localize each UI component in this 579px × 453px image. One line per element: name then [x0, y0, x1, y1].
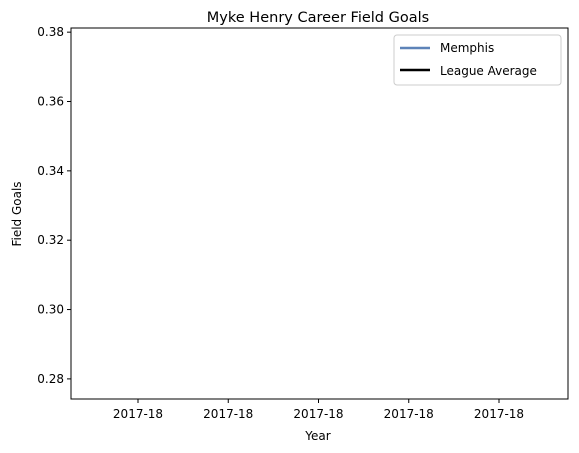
legend: Memphis League Average — [393, 34, 562, 86]
y-tick-label: 0.36 — [37, 95, 64, 109]
x-tick-label: 2017-18 — [384, 407, 434, 421]
y-axis-label: Field Goals — [10, 181, 24, 246]
y-tick-label: 0.30 — [37, 303, 64, 317]
y-axis: 0.28 0.30 0.32 0.34 0.36 0.38 — [37, 25, 71, 386]
legend-box — [393, 34, 562, 86]
y-tick-label: 0.34 — [37, 164, 64, 178]
y-tick-label: 0.28 — [37, 372, 64, 386]
x-tick-label: 2017-18 — [474, 407, 524, 421]
legend-label-league-average: League Average — [440, 64, 537, 78]
x-tick-label: 2017-18 — [113, 407, 163, 421]
plot-area — [70, 27, 569, 400]
legend-label-memphis: Memphis — [440, 41, 494, 55]
x-tick-label: 2017-18 — [293, 407, 343, 421]
x-tick-label: 2017-18 — [203, 407, 253, 421]
x-axis-label: Year — [304, 429, 330, 443]
y-tick-label: 0.32 — [37, 233, 64, 247]
chart-title: Myke Henry Career Field Goals — [207, 10, 429, 26]
x-axis: 2017-18 2017-18 2017-18 2017-18 2017-18 — [113, 399, 524, 421]
y-tick-label: 0.38 — [37, 25, 64, 39]
